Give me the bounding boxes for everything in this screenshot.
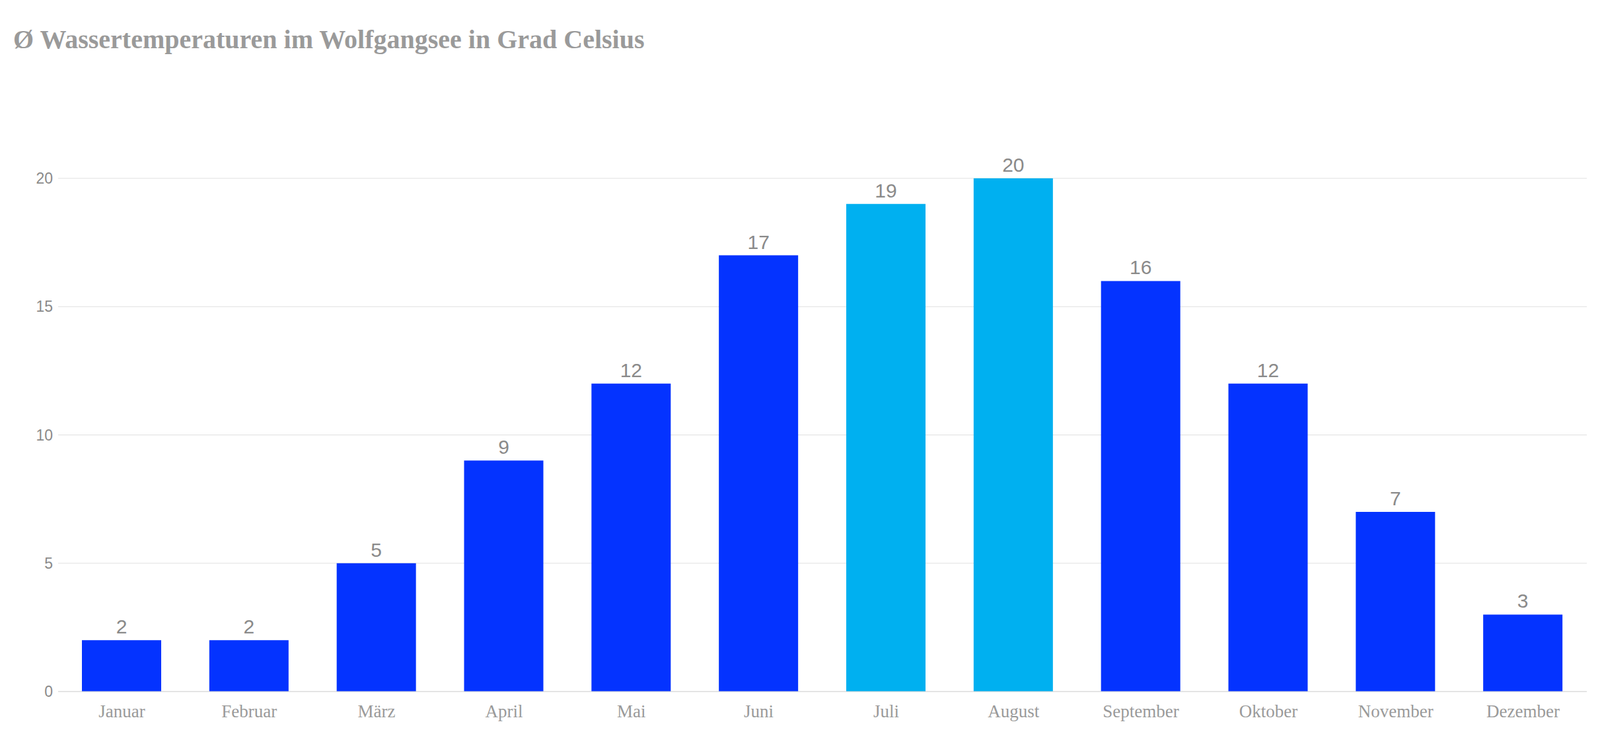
html-text:Ø Wassertemperaturen im Wolfga: Ø Wassertemperaturen im Wolfgangsee in G… [13, 24, 645, 55]
svg-text:2: 2 [243, 615, 255, 638]
svg-text:16: 16 [1129, 256, 1152, 279]
svg-text:12: 12 [1257, 359, 1279, 382]
svg-text:19: 19 [874, 179, 897, 202]
svg-text:Mai: Mai [617, 701, 647, 722]
svg-text:12: 12 [620, 359, 643, 382]
svg-text:Oktober: Oktober [1239, 701, 1298, 722]
svg-text:0: 0 [44, 683, 53, 701]
svg-text:Februar: Februar [221, 701, 277, 722]
svg-text:2: 2 [116, 615, 128, 638]
svg-text:September: September [1102, 701, 1179, 722]
svg-text:3: 3 [1517, 589, 1529, 612]
svg-text:20: 20 [35, 169, 53, 187]
svg-text:April: April [484, 701, 523, 722]
svg-text:November: November [1358, 701, 1434, 722]
svg-text:10: 10 [35, 426, 53, 444]
svg-text:Juli: Juli [873, 701, 900, 722]
svg-text:Januar: Januar [98, 701, 145, 722]
svg-text:März: März [358, 701, 396, 722]
svg-text:7: 7 [1389, 487, 1402, 510]
svg-text:17: 17 [747, 231, 769, 254]
svg-text:5: 5 [370, 539, 382, 561]
svg-text:Juni: Juni [743, 701, 774, 722]
svg-text:15: 15 [35, 297, 53, 316]
svg-text:5: 5 [44, 554, 53, 573]
svg-text:Dezember: Dezember [1486, 701, 1560, 722]
svg-text:August: August [987, 701, 1040, 722]
svg-text:20: 20 [1002, 153, 1024, 176]
svg-text:9: 9 [498, 436, 510, 458]
